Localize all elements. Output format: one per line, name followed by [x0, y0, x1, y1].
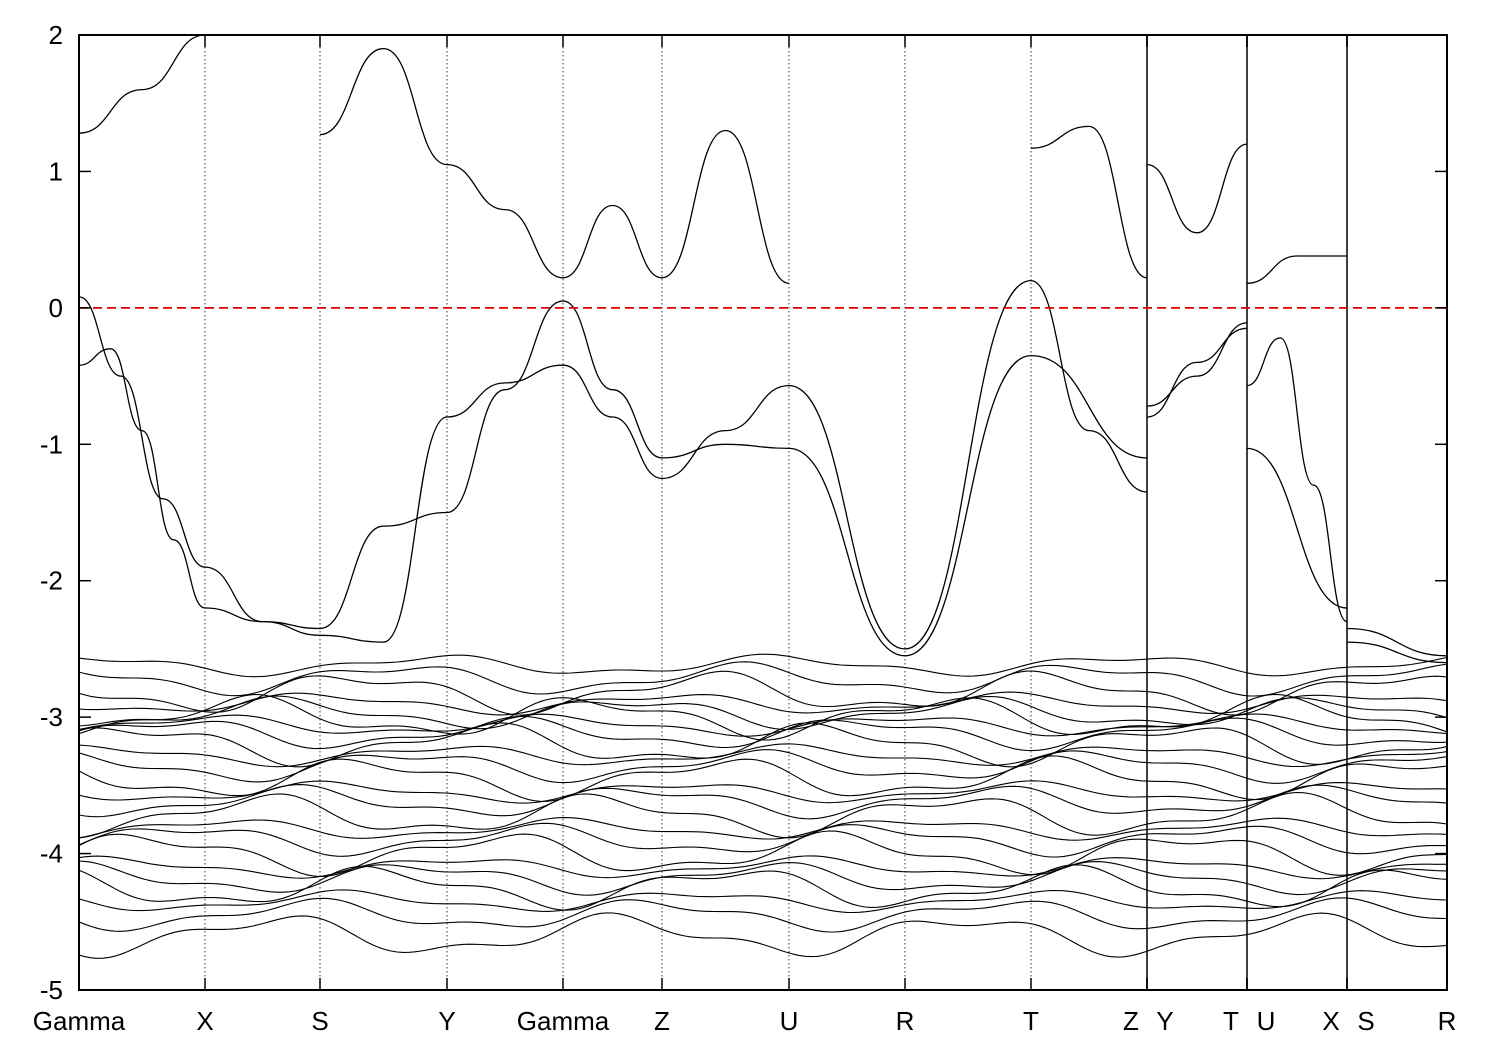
band-line — [1246, 447, 1348, 609]
x-tick-label: U — [1257, 1006, 1276, 1036]
band-line — [79, 693, 1447, 741]
band-line — [1146, 143, 1248, 234]
band-line — [79, 348, 206, 609]
band-line — [79, 889, 1447, 914]
band-line — [1030, 125, 1148, 279]
x-tick-label: U — [780, 1006, 799, 1036]
band-line — [661, 384, 790, 480]
band-line — [1030, 279, 1148, 493]
band-line — [319, 47, 448, 166]
x-tick-label: Gamma — [33, 1006, 126, 1036]
band-line — [788, 447, 906, 657]
band-lines — [79, 35, 1447, 959]
x-tick-label: R — [1438, 1006, 1457, 1036]
band-line — [79, 912, 1447, 959]
band-line — [79, 35, 206, 134]
y-tick-label: -5 — [40, 975, 63, 1005]
band-line — [446, 163, 564, 279]
band-line — [79, 722, 1447, 768]
band-line — [79, 653, 1447, 678]
band-line — [319, 511, 448, 630]
band-line — [79, 780, 1447, 804]
x-tick-label: S — [311, 1006, 328, 1036]
x-tick-label: T — [1223, 1006, 1239, 1036]
band-line — [79, 784, 1447, 820]
band-line — [904, 354, 1032, 657]
x-tick-label: Y — [438, 1006, 455, 1036]
band-line — [1030, 354, 1148, 459]
band-line — [562, 300, 663, 459]
y-tick-label: -3 — [40, 702, 63, 732]
x-tick-label: Z — [1123, 1006, 1139, 1036]
band-line — [562, 204, 663, 279]
band-line — [79, 695, 1447, 731]
y-tick-label: -2 — [40, 566, 63, 596]
band-line — [319, 416, 448, 643]
band-line — [79, 691, 1447, 716]
band-line — [788, 384, 906, 650]
band-line — [79, 864, 1447, 911]
band-line — [1246, 255, 1347, 284]
band-line — [79, 755, 1447, 802]
band-line — [1246, 337, 1348, 623]
band-line — [79, 661, 1447, 697]
x-tick-label: S — [1357, 1006, 1374, 1036]
band-line — [904, 279, 1032, 650]
band-line — [79, 817, 1447, 841]
band-line — [79, 670, 1447, 716]
band-line — [661, 129, 790, 284]
band-line — [79, 897, 1447, 933]
band-line — [446, 364, 564, 418]
band-line — [79, 715, 1447, 752]
x-tick-label: R — [896, 1006, 915, 1036]
band-line — [562, 364, 663, 480]
band-line — [79, 791, 1447, 839]
band-line — [79, 855, 1447, 880]
x-tick-label: Gamma — [517, 1006, 610, 1036]
plot-frame — [78, 34, 1448, 991]
band-line — [79, 749, 1447, 784]
x-tick-label: Z — [654, 1006, 670, 1036]
x-tick-label: X — [1322, 1006, 1339, 1036]
band-line — [1146, 327, 1248, 418]
y-tick-label: 0 — [49, 293, 63, 323]
band-line — [79, 822, 1447, 858]
band-line — [204, 566, 321, 630]
band-line — [79, 296, 206, 568]
band-line — [446, 300, 564, 514]
grid-lines — [204, 35, 1348, 990]
band-line — [661, 443, 790, 459]
y-tick-label: 1 — [49, 156, 63, 186]
band-line — [1346, 641, 1447, 664]
x-tick-label: Y — [1156, 1006, 1173, 1036]
y-tick-label: 2 — [49, 20, 63, 50]
x-tick-label: T — [1023, 1006, 1039, 1036]
x-tick-label: X — [196, 1006, 213, 1036]
band-line — [1146, 322, 1248, 407]
band-line — [79, 830, 1447, 878]
band-line — [79, 713, 1447, 737]
y-tick-label: -1 — [40, 429, 63, 459]
y-tick-label: -4 — [40, 839, 63, 869]
band-line — [79, 743, 1447, 768]
band-line — [1346, 627, 1447, 657]
